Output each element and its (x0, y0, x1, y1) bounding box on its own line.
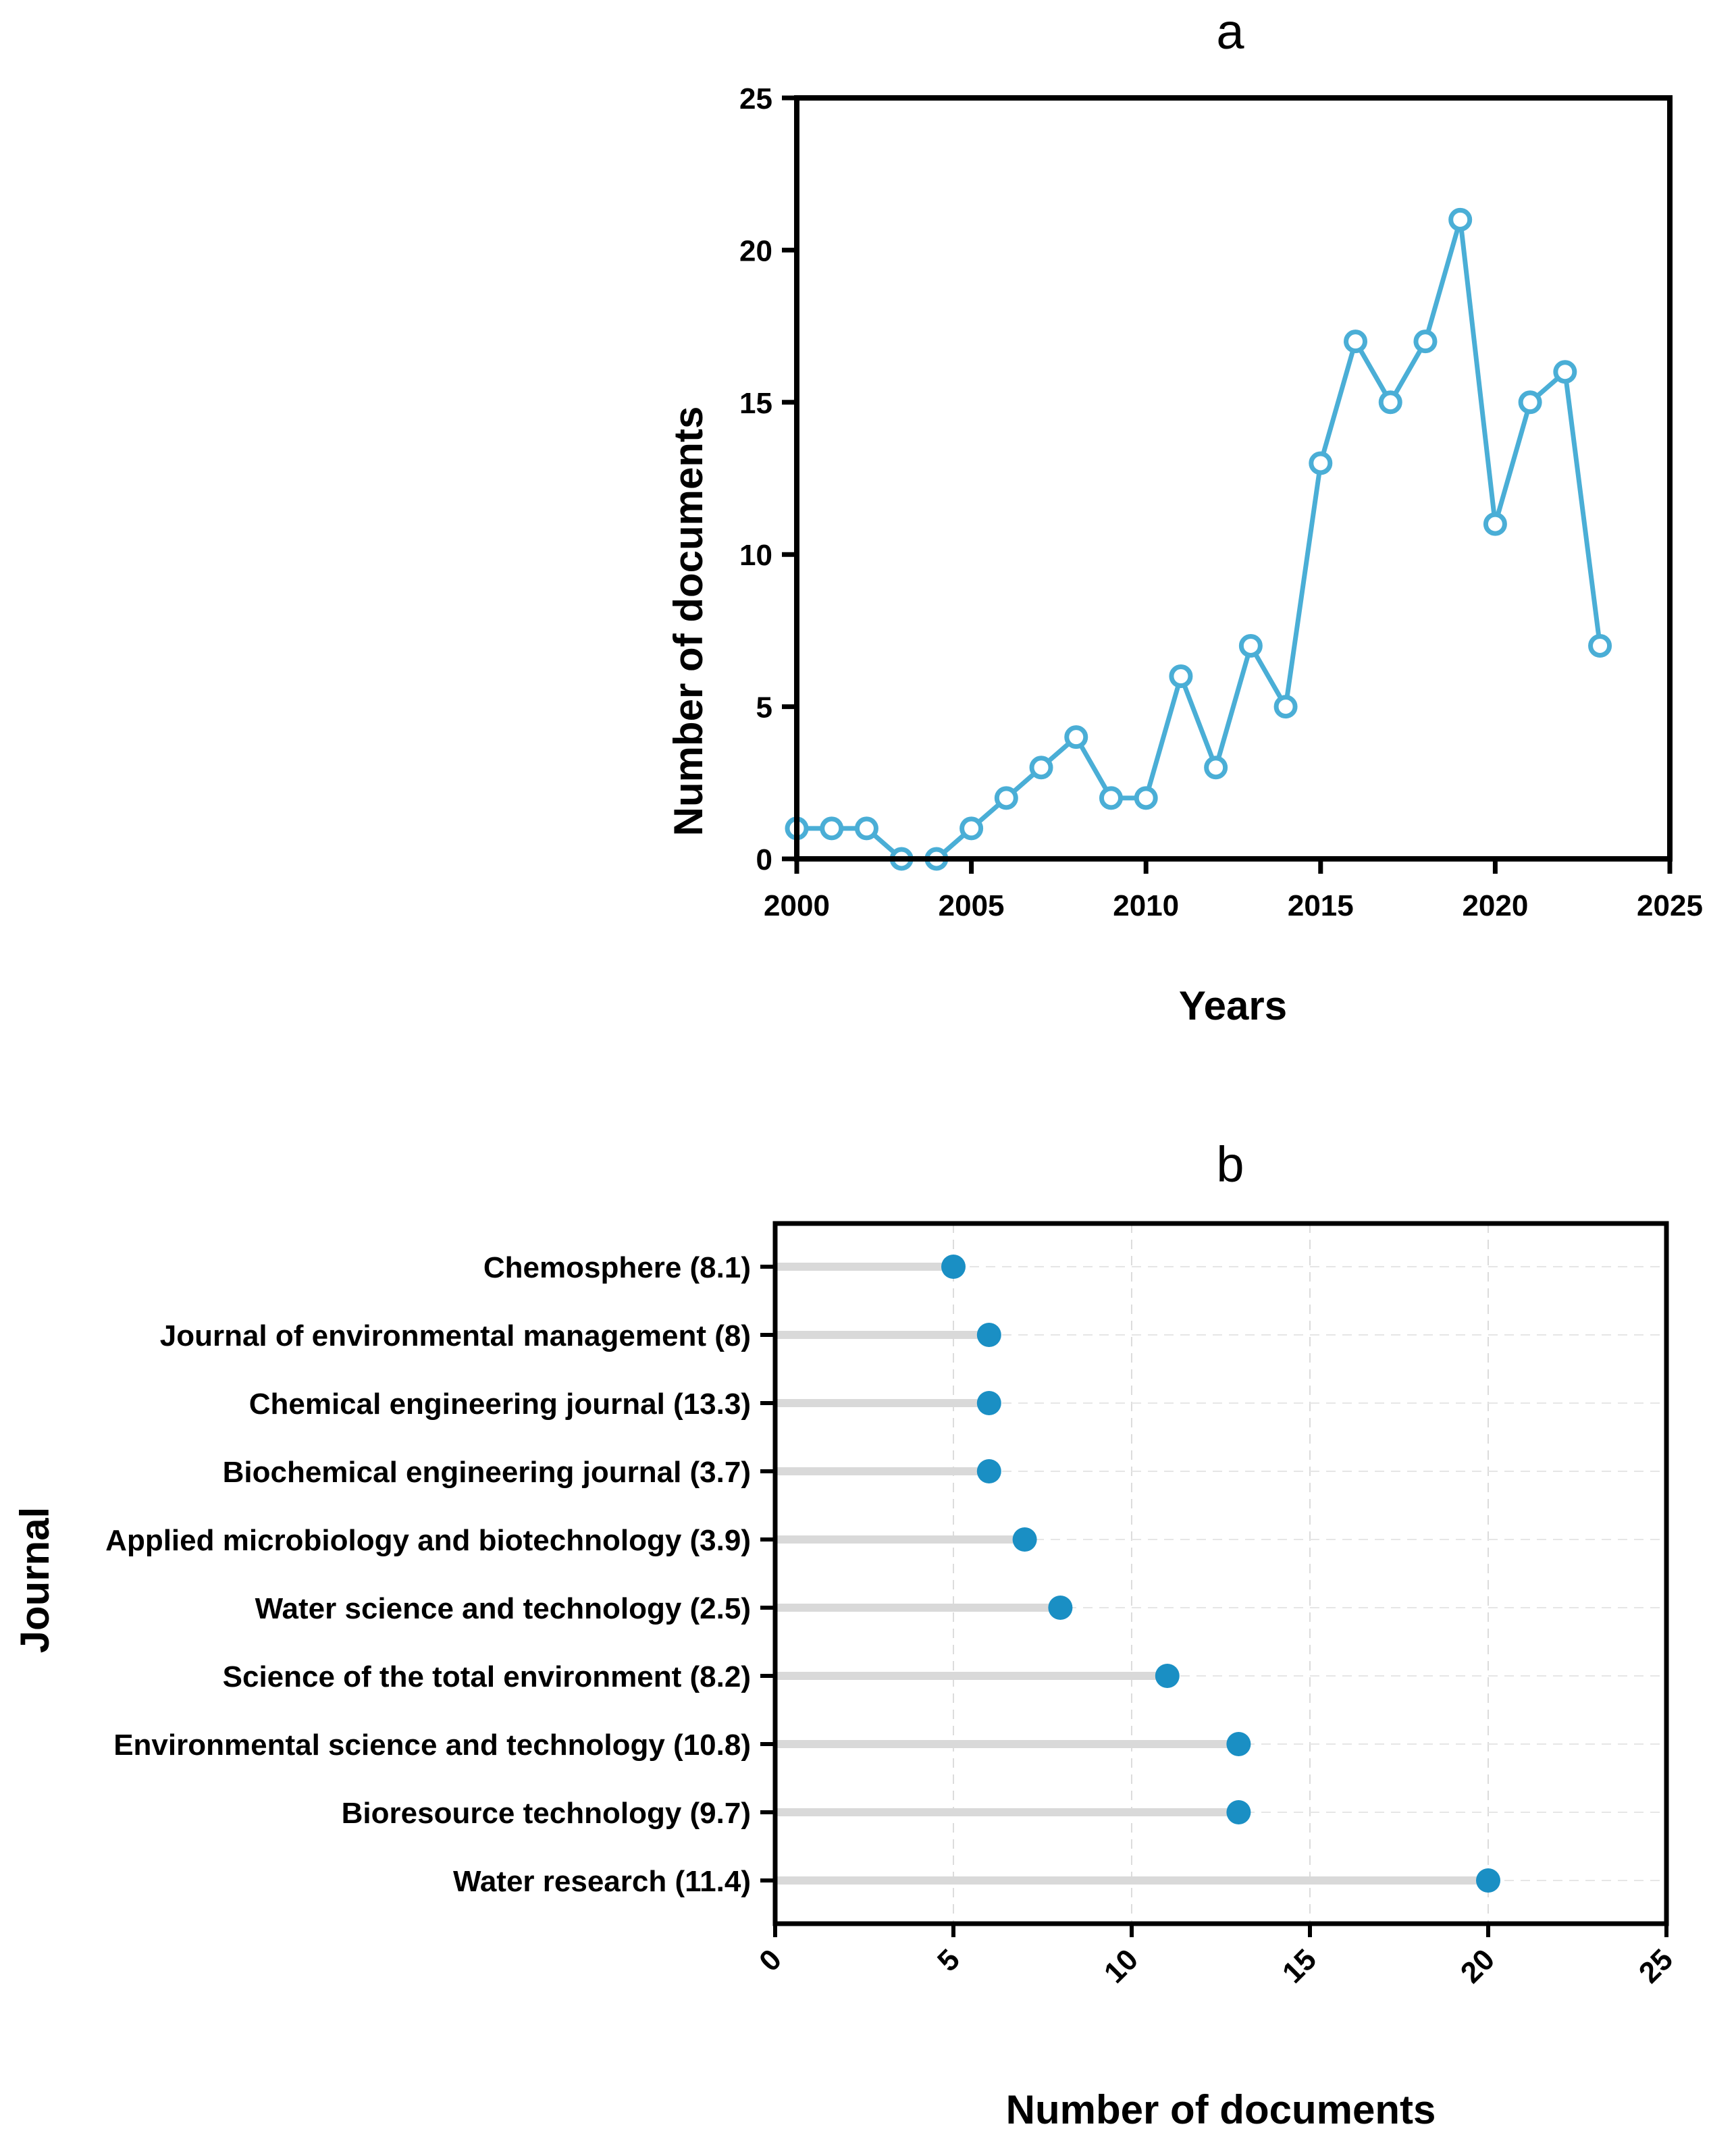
lollipop-dot (976, 1391, 1001, 1415)
data-point (1378, 390, 1402, 415)
data-point (959, 816, 984, 841)
x-tick-label: 25 (1633, 1943, 1679, 1989)
data-point (1064, 725, 1088, 749)
data-point (1134, 786, 1158, 810)
data-point (1309, 451, 1333, 475)
x-tick-label: 20 (1454, 1943, 1501, 1989)
lollipop-dot (1155, 1664, 1180, 1688)
lollipop-dot (976, 1323, 1001, 1347)
y-tick-label: 0 (756, 843, 772, 876)
x-tick-label: 2010 (1113, 889, 1179, 922)
panel-b-lollipop-chart: b Number of documents Journal 0 5 10 15 20 25… (12, 1136, 1679, 2132)
lollipop-dot (1226, 1732, 1251, 1756)
panel-b-letter: b (1216, 1136, 1244, 1192)
x-tick-label: 2005 (939, 889, 1005, 922)
data-point (1588, 633, 1612, 658)
y-tick-label: 10 (739, 539, 772, 572)
category-label: Bioresource technology (9.7) (342, 1797, 751, 1830)
y-tick-label: 5 (756, 691, 772, 725)
x-tick-label: 10 (1098, 1943, 1145, 1989)
category-label: Applied microbiology and biotechnology (… (105, 1524, 751, 1557)
lollipop-dot (1012, 1527, 1037, 1552)
x-tick-label: 2015 (1288, 889, 1354, 922)
data-point (1273, 695, 1298, 719)
data-point (1099, 786, 1123, 810)
panel-a-line-chart: a Years Number of documents 2000 2005 2010… (666, 3, 1703, 1028)
panel-a-plot-frame (794, 95, 1673, 862)
data-point (1518, 390, 1542, 415)
y-tick-label: 15 (739, 387, 772, 420)
data-point (820, 816, 844, 841)
x-tick-label: 0 (753, 1943, 788, 1978)
lollipop-dot (1226, 1800, 1251, 1824)
y-tick-label: 25 (739, 82, 772, 115)
category-label: Water science and technology (2.5) (255, 1592, 751, 1625)
data-point (1413, 330, 1438, 354)
category-label: Chemical engineering journal (13.3) (249, 1388, 751, 1421)
panel-b-plot-frame (772, 1221, 1669, 1926)
x-tick-label: 2020 (1462, 889, 1528, 922)
data-point (1238, 633, 1263, 658)
data-point (1448, 207, 1473, 232)
data-point (1029, 756, 1053, 780)
category-label: Chemosphere (8.1) (483, 1251, 751, 1284)
lollipop-dot (976, 1459, 1001, 1483)
data-point (1483, 512, 1507, 536)
series-line (797, 217, 1603, 862)
lollipop-dot (941, 1255, 966, 1279)
category-label: Environmental science and technology (10… (113, 1729, 751, 1762)
y-tick-label: 20 (739, 234, 772, 267)
data-point (854, 816, 878, 841)
data-point (1169, 664, 1193, 689)
category-label: Science of the total environment (8.2) (223, 1660, 751, 1693)
lollipop-dot (1048, 1596, 1073, 1620)
data-point (1344, 330, 1368, 354)
category-label: Biochemical engineering journal (3.7) (223, 1456, 751, 1489)
category-label: Journal of environmental management (8) (160, 1319, 751, 1352)
data-point (1204, 756, 1228, 780)
category-label: Water research (11.4) (453, 1865, 751, 1898)
x-tick-label: 2000 (764, 889, 830, 922)
panel-a-x-axis-title: Years (1179, 983, 1287, 1028)
panel-b-y-axis-title: Journal (12, 1507, 57, 1654)
data-point (994, 786, 1018, 810)
data-point (1553, 360, 1577, 384)
panel-b-x-axis-title: Number of documents (1006, 2087, 1436, 2132)
x-tick-label: 15 (1276, 1943, 1323, 1989)
x-tick-label: 5 (931, 1943, 966, 1978)
panel-a-letter: a (1216, 3, 1244, 59)
panel-a-y-axis-title: Number of documents (666, 406, 711, 837)
x-tick-label: 2025 (1637, 889, 1703, 922)
lollipop-dot (1476, 1868, 1500, 1893)
